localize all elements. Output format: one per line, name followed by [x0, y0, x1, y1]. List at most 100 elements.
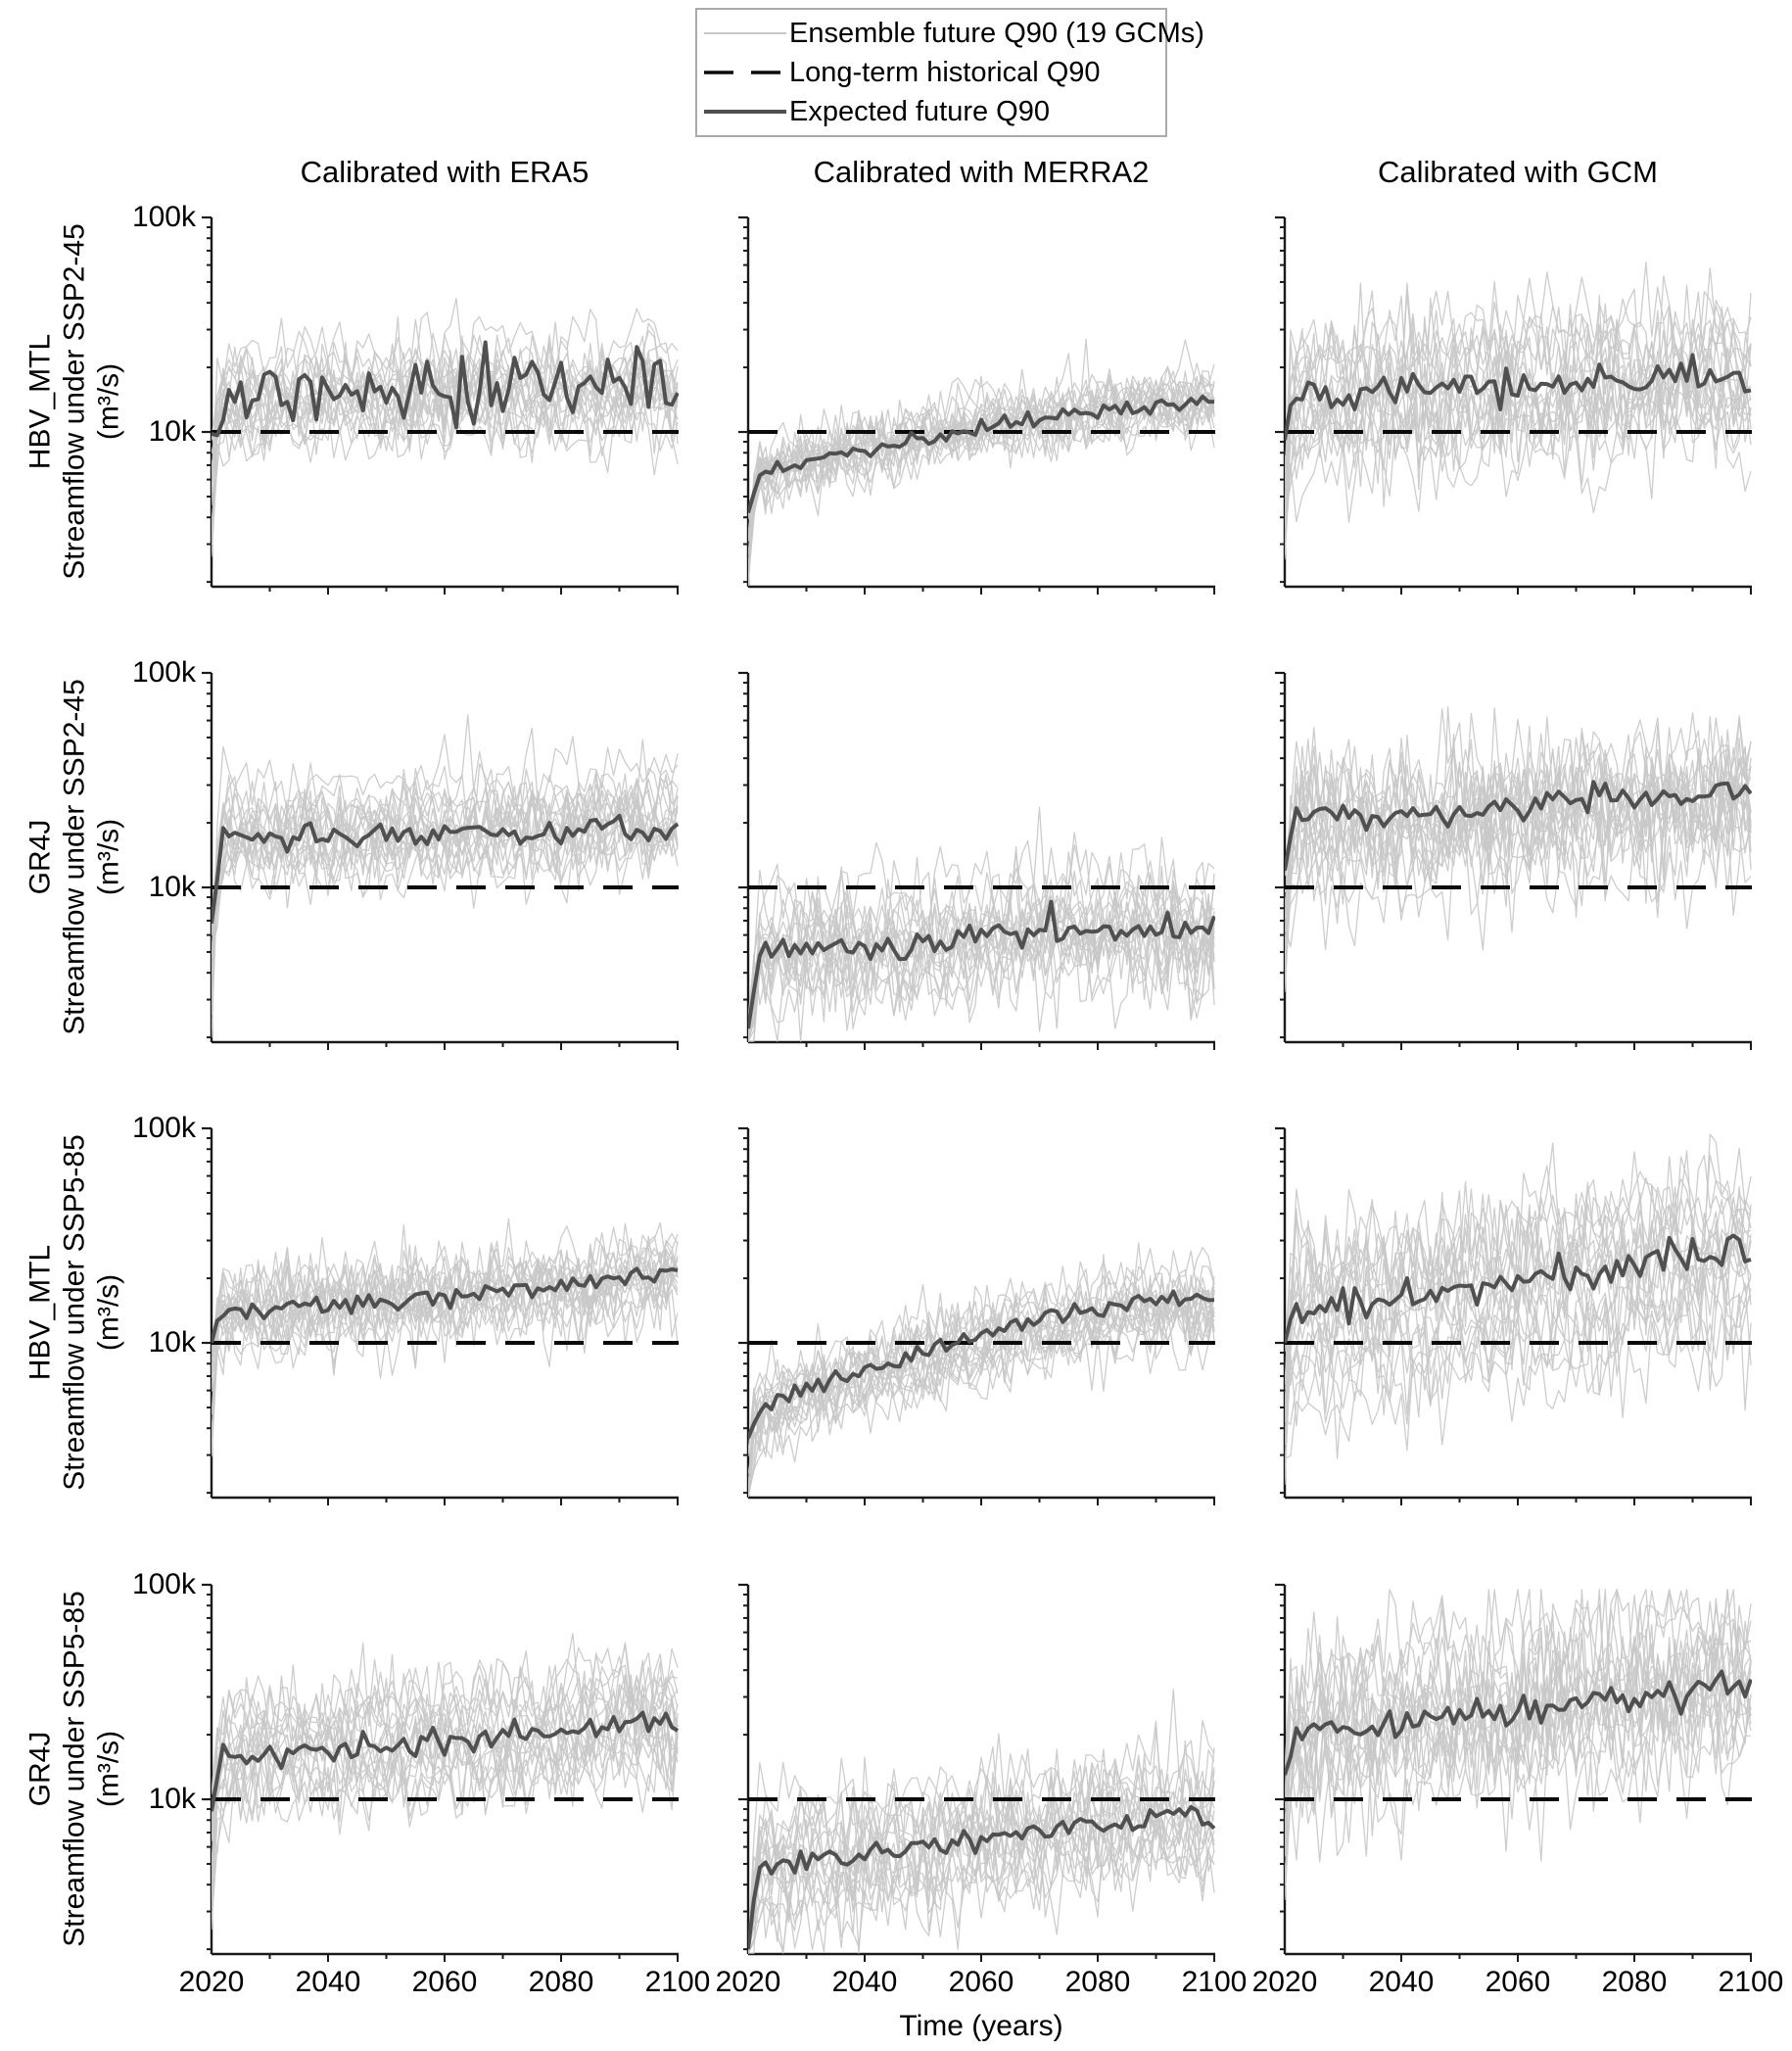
- expected-q90-line: [748, 1805, 1215, 1950]
- x-ticks: [1342, 1498, 1752, 1505]
- row-model-label: GR4J: [24, 819, 57, 895]
- y-ticks: [1275, 215, 1285, 584]
- ensemble-lines: [212, 1217, 679, 1457]
- y-ticks: [202, 1583, 212, 1951]
- x-tick-label-2080: 2080: [528, 1966, 594, 1998]
- x-ticks: [268, 1498, 679, 1505]
- x-ticks: [805, 587, 1215, 595]
- legend: Ensemble future Q90 (19 GCMs) Long-term …: [695, 8, 1204, 137]
- legend-item-historical: Long-term historical Q90: [701, 53, 1165, 92]
- y-ticks: [202, 671, 212, 1039]
- ensemble-lines: [212, 1633, 679, 1931]
- ensemble-lines: [212, 714, 679, 1038]
- expected-q90-line: [212, 1710, 679, 1812]
- subplot-r1c1-chart: [202, 215, 679, 595]
- ensemble-lines: [748, 806, 1215, 1042]
- x-ticks: [1342, 587, 1752, 595]
- x-ticks: [268, 1954, 679, 1962]
- x-tick-label-2060: 2060: [948, 1966, 1014, 1998]
- y-ticks: [738, 215, 748, 584]
- legend-label-expected: Expected future Q90: [789, 95, 1050, 127]
- y-ticks: [738, 671, 748, 1039]
- y-tick-label-100k: 100k: [131, 1568, 196, 1600]
- x-ticks: [1342, 1954, 1752, 1962]
- row-scenario-label: Streamflow under SSP5-85: [58, 1134, 91, 1491]
- row-scenario-label: Streamflow under SSP5-85: [58, 1591, 91, 1947]
- x-tick-label-2040: 2040: [295, 1966, 361, 1998]
- expected-q90-line: [212, 1266, 679, 1344]
- x-ticks: [805, 1042, 1215, 1050]
- y-tick-label-100k: 100k: [131, 1112, 196, 1144]
- x-axis-title: Time (years): [899, 2010, 1063, 2042]
- x-tick-label-2080: 2080: [1064, 1966, 1131, 1998]
- y-tick-label-100k: 100k: [131, 201, 196, 233]
- y-ticks: [1275, 671, 1285, 1039]
- ensemble-line-icon: [701, 28, 789, 38]
- x-tick-label-2080: 2080: [1601, 1966, 1668, 1998]
- y-tick-label-10k: 10k: [148, 871, 196, 904]
- y-tick-label-10k: 10k: [148, 1326, 196, 1359]
- expected-q90-line: [212, 340, 679, 438]
- x-ticks: [268, 587, 679, 595]
- ensemble-lines: [1285, 1133, 1752, 1485]
- x-tick-label-2100: 2100: [1718, 1966, 1784, 1998]
- row-unit-label: (m³/s): [92, 1730, 125, 1808]
- row-unit-label: (m³/s): [92, 362, 125, 441]
- x-ticks: [805, 1954, 1215, 1962]
- expected-q90-line: [748, 1289, 1215, 1439]
- ensemble-lines: [212, 297, 679, 557]
- subplot-r3c2-chart: [738, 1126, 1215, 1505]
- x-ticks: [1342, 1042, 1752, 1050]
- row-scenario-label: Streamflow under SSP2-45: [58, 679, 91, 1035]
- ensemble-lines: [1285, 706, 1752, 992]
- row-model-label: HBV_MTL: [24, 333, 57, 470]
- x-tick-label-2060: 2060: [1485, 1966, 1551, 1998]
- expected-q90-line: [212, 813, 679, 924]
- x-tick-label-2040: 2040: [831, 1966, 898, 1998]
- legend-item-ensemble: Ensemble future Q90 (19 GCMs): [701, 14, 1204, 53]
- expected-q90-line: [1285, 1669, 1752, 1776]
- y-tick-label-10k: 10k: [148, 1783, 196, 1816]
- expected-q90-line: [1285, 780, 1752, 872]
- x-tick-label-2040: 2040: [1368, 1966, 1435, 1998]
- dashed-line-icon: [701, 68, 789, 77]
- legend-label-ensemble: Ensemble future Q90 (19 GCMs): [789, 17, 1204, 49]
- column-title-era5: Calibrated with ERA5: [300, 155, 589, 189]
- legend-label-historical: Long-term historical Q90: [789, 56, 1101, 88]
- row-scenario-label: Streamflow under SSP2-45: [58, 223, 91, 580]
- y-ticks: [1275, 1583, 1285, 1951]
- x-tick-label-2020: 2020: [178, 1966, 245, 1998]
- y-ticks: [738, 1583, 748, 1951]
- x-tick-label-2020: 2020: [1251, 1966, 1318, 1998]
- x-ticks: [268, 1042, 679, 1050]
- ensemble-lines: [748, 338, 1215, 587]
- y-ticks: [738, 1126, 748, 1495]
- expected-q90-line: [1285, 353, 1752, 441]
- subplot-r3c1-chart: [202, 1126, 679, 1505]
- y-ticks: [202, 215, 212, 584]
- subplot-r2c2-chart: [738, 671, 1215, 1050]
- x-ticks: [805, 1498, 1215, 1505]
- expected-q90-line: [1285, 1233, 1752, 1344]
- column-title-gcm: Calibrated with GCM: [1378, 155, 1658, 189]
- subplot-r3c3-chart: [1275, 1126, 1752, 1505]
- expected-q90-line: [748, 394, 1215, 514]
- subplot-r4c3-chart: [1275, 1583, 1752, 1962]
- subplot-r2c3-chart: [1275, 671, 1752, 1050]
- row-model-label: GR4J: [24, 1731, 57, 1807]
- solid-line-icon: [701, 107, 789, 117]
- row-unit-label: (m³/s): [92, 1273, 125, 1352]
- expected-q90-line: [748, 899, 1215, 1029]
- x-tick-label-2100: 2100: [644, 1966, 711, 1998]
- subplot-r4c2-chart: [738, 1583, 1215, 1962]
- ensemble-lines: [1285, 1589, 1752, 1901]
- subplot-r4c1-chart: [202, 1583, 679, 1962]
- row-unit-label: (m³/s): [92, 818, 125, 896]
- y-tick-label-10k: 10k: [148, 415, 196, 449]
- y-ticks: [1275, 1126, 1285, 1495]
- x-tick-label-2020: 2020: [715, 1966, 781, 1998]
- legend-item-expected: Expected future Q90: [701, 92, 1165, 131]
- y-tick-label-100k: 100k: [131, 656, 196, 689]
- subplot-r2c1-chart: [202, 671, 679, 1050]
- x-tick-label-2060: 2060: [411, 1966, 478, 1998]
